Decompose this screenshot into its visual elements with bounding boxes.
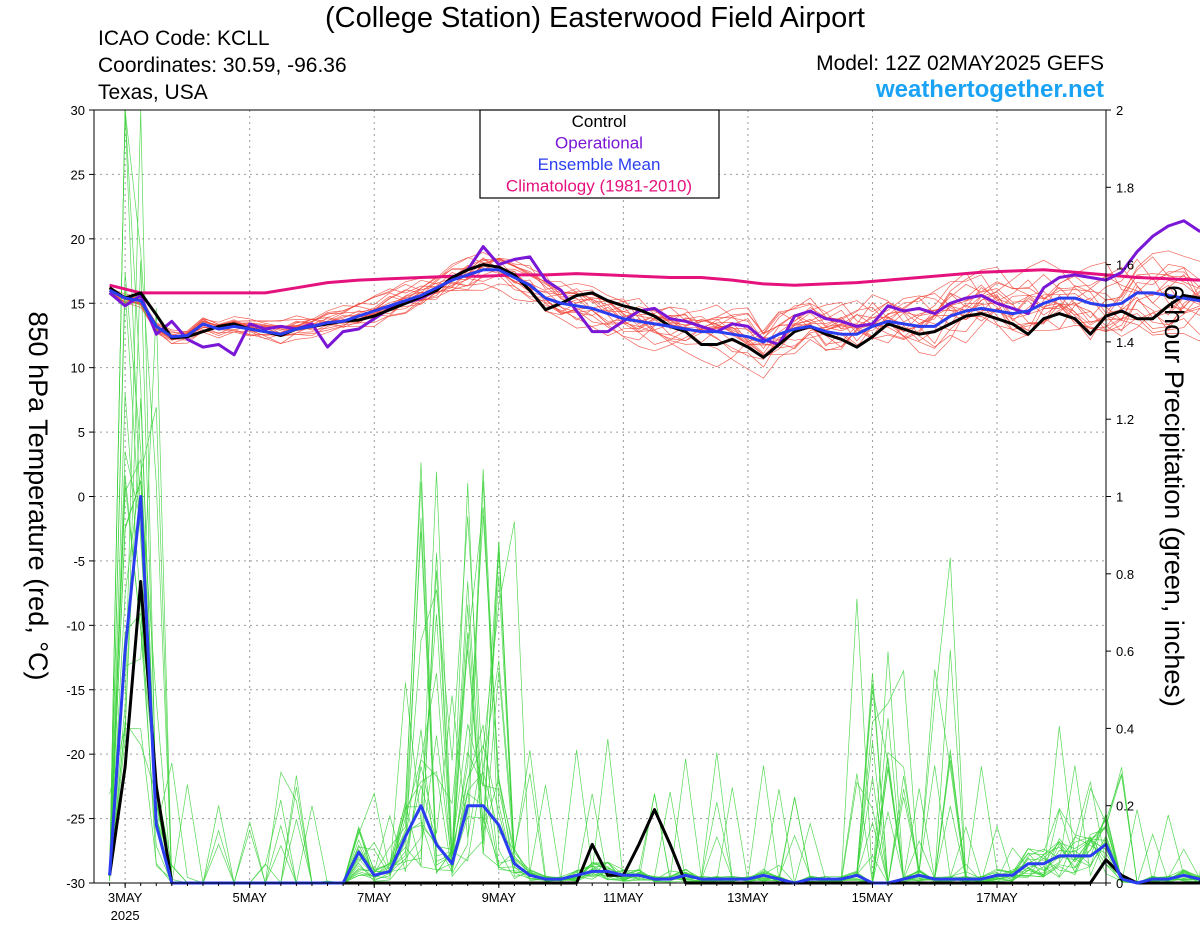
precipitation-member-line: [109, 286, 1200, 884]
precipitation-member-line: [109, 660, 1200, 884]
temperature-member-line: [109, 257, 1200, 348]
region: Texas, USA: [98, 81, 208, 104]
precipitation-member-line: [109, 484, 1200, 884]
y-left-tick-label: 25: [71, 167, 85, 182]
legend-climatology: Climatology (1981-2010): [506, 177, 692, 196]
x-tick-label: 13MAY: [727, 890, 769, 905]
ensemble-mean-temperature-line: [108, 268, 1200, 344]
y-right-tick-label: 0.8: [1116, 567, 1134, 582]
y-right-tick-label: 2: [1116, 103, 1123, 118]
precipitation-member-line: [109, 260, 1200, 884]
control-precipitation-line: [108, 580, 1200, 885]
site-link[interactable]: weathertogether.net: [875, 76, 1104, 103]
temperature-member-line: [109, 257, 1200, 368]
y-left-tick-label: -30: [66, 876, 85, 891]
precipitation-member-line: [109, 481, 1200, 884]
legend-control: Control: [572, 112, 627, 131]
precipitation-member-line: [109, 469, 1200, 884]
temperature-member-line: [109, 257, 1200, 379]
y-left-tick-label: 0: [78, 490, 85, 505]
legend-ensemble-mean: Ensemble Mean: [538, 155, 661, 174]
x-tick-label: 5MAY: [232, 890, 267, 905]
model-run: Model: 12Z 02MAY2025 GEFS: [816, 52, 1104, 75]
y-left-tick-label: 15: [71, 296, 85, 311]
y-left-tick-label: -10: [66, 618, 85, 633]
x-tick-year: 2025: [111, 908, 140, 923]
axis-ticks: 302520151050-5-10-15-20-25-3021.81.61.41…: [66, 103, 1134, 923]
legend-operational: Operational: [555, 134, 643, 153]
y-right-tick-label: 1.8: [1116, 180, 1134, 195]
temperature-member-line: [109, 250, 1200, 360]
y-right-tick-label: 0: [1116, 876, 1123, 891]
temperature-member-line: [109, 269, 1200, 337]
x-tick-label: 15MAY: [852, 890, 894, 905]
temperature-member-line: [109, 267, 1200, 347]
x-tick-label: 11MAY: [603, 890, 644, 905]
x-tick-label: 17MAY: [976, 890, 1018, 905]
temperature-member-line: [109, 259, 1200, 356]
icao-code: ICAO Code: KCLL: [98, 27, 270, 50]
temperature-member-line: [109, 258, 1200, 345]
precipitation-member-line: [109, 480, 1200, 884]
precipitation-member-line: [109, 272, 1200, 884]
y-right-tick-label: 1.4: [1116, 335, 1134, 350]
y-right-tick-label: 1.6: [1116, 258, 1134, 273]
y-axis-label-left: 850 hPa Temperature (red, °C): [23, 312, 53, 681]
precipitation-member-line: [109, 471, 1200, 884]
y-right-tick-label: 0.6: [1116, 644, 1134, 659]
legend-box: [479, 109, 720, 199]
y-left-tick-label: 30: [71, 103, 85, 118]
x-tick-label: 3MAY: [108, 890, 143, 905]
precipitation-member-line: [109, 459, 1200, 884]
climatology-temperature-line: [109, 268, 1200, 295]
temperature-member-line: [109, 257, 1200, 354]
coordinates: Coordinates: 30.59, -96.36: [98, 54, 347, 77]
x-tick-label: 7MAY: [357, 890, 392, 905]
y-left-tick-label: 5: [78, 425, 85, 440]
chart-title: (College Station) Easterwood Field Airpo…: [325, 2, 865, 34]
temperature-member-line: [109, 252, 1200, 357]
y-left-tick-label: -15: [66, 683, 85, 698]
y-left-tick-label: -20: [66, 747, 85, 762]
y-left-tick-label: 10: [71, 361, 85, 376]
y-right-tick-label: 0.2: [1116, 799, 1134, 814]
y-right-tick-label: 1: [1116, 490, 1123, 505]
y-left-tick-label: -25: [66, 812, 85, 827]
y-left-tick-label: 20: [71, 232, 85, 247]
temperature-member-line: [109, 256, 1200, 350]
y-left-tick-label: -5: [73, 554, 85, 569]
y-axis-label-right: 6-hour Precipitation (green, inches): [1159, 285, 1189, 707]
y-right-tick-label: 0.4: [1116, 721, 1134, 736]
grid-lines: [94, 110, 1106, 883]
x-tick-label: 9MAY: [482, 890, 517, 905]
precipitation-member-line: [109, 475, 1200, 884]
legend: Control Operational Ensemble Mean Climat…: [479, 109, 720, 199]
y-right-tick-label: 1.2: [1116, 412, 1134, 427]
